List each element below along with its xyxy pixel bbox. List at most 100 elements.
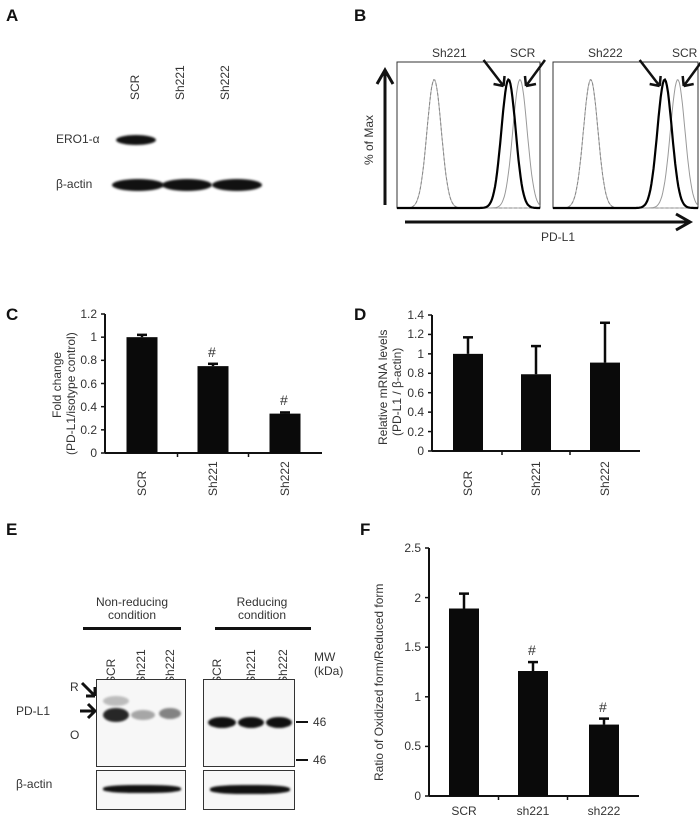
category-label: Sh222	[598, 461, 612, 496]
category-label: SCR	[135, 470, 149, 496]
mw-tick	[296, 759, 308, 761]
label-sh222: Sh222	[588, 46, 623, 60]
category-label: Sh222	[278, 461, 292, 496]
isotype-curve	[553, 79, 698, 209]
scr-curve	[397, 79, 541, 209]
y-tick-label: 1	[414, 689, 421, 704]
panel-label-b: B	[354, 6, 367, 25]
scr-curve	[553, 79, 699, 209]
significance-mark: #	[280, 392, 288, 409]
panel-label-c: C	[6, 305, 19, 324]
group-label-line: Non-reducing	[95, 595, 169, 609]
group-label-reducing: Reducing condition	[212, 596, 312, 622]
y-tick-label: 1.2	[80, 307, 97, 321]
blot-actin-reducing	[203, 770, 295, 810]
row-label-pdl1: PD-L1	[16, 704, 51, 718]
lane-label-scr: SCR	[128, 74, 142, 100]
label-scr-left: SCR	[510, 46, 536, 60]
mw-label: MW (kDa)	[314, 650, 343, 678]
arrow-icon	[638, 59, 662, 88]
band	[131, 710, 155, 720]
y-axis-label: Fold change	[50, 351, 64, 418]
bar-sh221	[197, 366, 229, 453]
y-axis-label: Ratio of Oxidized form/Reduced form	[372, 583, 386, 781]
category-label: Sh221	[206, 461, 220, 496]
category-label: sh221	[516, 804, 550, 818]
band	[103, 785, 181, 793]
bar-sh222	[269, 413, 301, 453]
y-tick-label: 0.4	[80, 399, 97, 414]
band	[266, 717, 292, 728]
y-tick-label: 1.5	[404, 640, 421, 655]
bar-sh221	[518, 671, 548, 796]
row-label-ero1a: ERO1-α	[56, 132, 100, 146]
y-tick-label: 1	[417, 346, 424, 361]
mw-label-line: MW	[314, 650, 336, 664]
y-tick-label: 0.6	[407, 385, 424, 400]
arrow-label-o: O	[70, 728, 80, 742]
y-axis-label: Relative mRNA levels	[376, 329, 390, 445]
category-label: SCR	[461, 470, 475, 496]
lane-label-sh221: Sh221	[173, 65, 187, 100]
actin-band-sh221	[162, 179, 212, 191]
y-tick-label: 0.8	[407, 366, 424, 381]
row-label-beta-actin: β-actin	[56, 177, 93, 191]
isotype-curve	[397, 79, 540, 209]
significance-mark: #	[528, 642, 536, 659]
arrow-r-icon	[80, 681, 97, 698]
sh221-curve	[397, 77, 540, 210]
sh222-curve	[553, 77, 698, 210]
histogram-ylabel: % of Max	[362, 114, 376, 165]
category-label: SCR	[451, 804, 477, 818]
category-label: Sh221	[529, 461, 543, 496]
ero1a-band-scr	[116, 135, 156, 145]
group-label-line: condition	[237, 608, 287, 622]
y-tick-label: 1	[90, 330, 97, 345]
group-label-nonreducing: Non-reducing condition	[80, 596, 184, 622]
label-sh221: Sh221	[432, 46, 467, 60]
panel-label-d: D	[354, 305, 367, 324]
bar-sh222	[590, 362, 620, 451]
mw-tick	[296, 721, 308, 723]
panel-label-f: F	[360, 520, 371, 539]
y-tick-label: 0.4	[407, 405, 424, 420]
y-tick-label: 0.5	[404, 739, 421, 754]
y-tick-label: 0	[90, 446, 97, 460]
row-label-beta-actin-e: β-actin	[16, 777, 53, 791]
arrow-icon	[523, 59, 546, 88]
bar-scr	[449, 608, 479, 796]
y-tick-label: 1.2	[407, 327, 424, 342]
y-axis-arrow-icon	[375, 66, 395, 205]
isotype-curve-dashed	[553, 79, 698, 209]
blot-pdl1-nonreducing	[96, 679, 186, 767]
y-tick-label: 0.6	[80, 376, 97, 391]
band	[103, 708, 129, 722]
bar-sh222	[589, 724, 619, 796]
arrow-icon	[681, 61, 700, 88]
label-scr-right: SCR	[672, 46, 698, 60]
band	[210, 785, 290, 794]
isotype-curve-dashed	[397, 79, 540, 209]
group-line-nonreducing	[83, 627, 181, 630]
arrow-o-icon	[80, 702, 98, 720]
actin-band-sh222	[212, 179, 262, 191]
group-line-reducing	[215, 627, 311, 630]
arrow-label-r: R	[70, 680, 79, 694]
lane-label-sh222: Sh222	[218, 65, 232, 100]
y-tick-label: 1.4	[407, 308, 424, 322]
group-label-line: condition	[107, 608, 157, 622]
band	[208, 717, 236, 728]
group-label-line: Reducing	[236, 595, 288, 609]
blot-actin-nonreducing	[96, 770, 186, 810]
histogram-xlabel: PD-L1	[541, 230, 576, 244]
band	[103, 696, 129, 706]
y-tick-label: 0.2	[80, 422, 97, 437]
category-label: sh222	[587, 804, 621, 818]
blot-pdl1-reducing	[203, 679, 295, 767]
y-tick-label: 2.5	[404, 541, 421, 555]
mw-label-line: (kDa)	[314, 664, 344, 678]
mw-marker-46-actin: 46	[313, 753, 327, 767]
panel-label-e: E	[6, 520, 18, 539]
y-tick-label: 0.8	[80, 353, 97, 368]
